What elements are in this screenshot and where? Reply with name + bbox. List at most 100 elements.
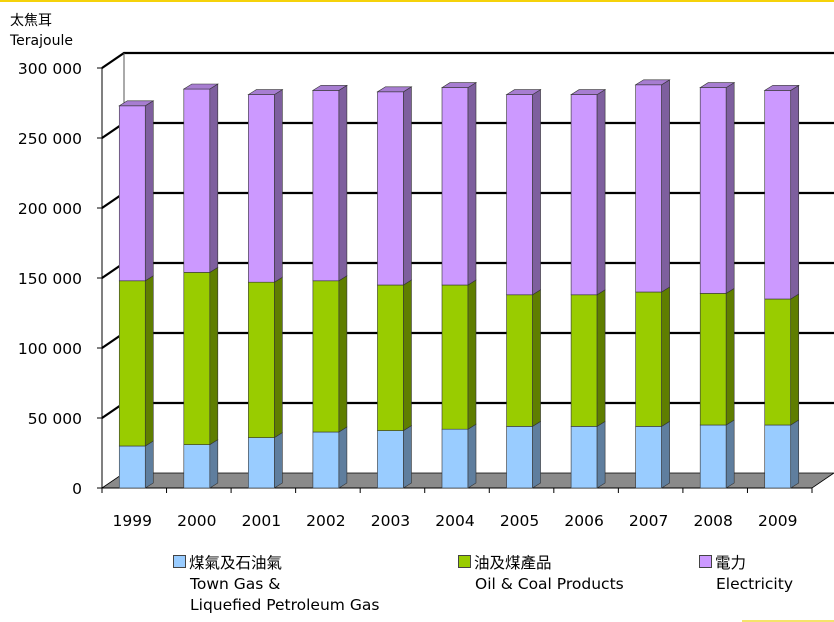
legend-label-en-line2: Liquefied Petroleum Gas [190, 596, 380, 614]
top-accent-line [0, 0, 834, 2]
bar-segment-side [661, 420, 670, 489]
bar-segment [248, 281, 275, 438]
bar-segment [118, 105, 146, 282]
x-tick-label: 2000 [177, 512, 216, 530]
bar-top [440, 82, 478, 88]
y-tick-label: 300 000 [18, 60, 82, 78]
bar-segment [506, 294, 533, 427]
x-tick-label: 1999 [113, 512, 152, 530]
bar-segment-side [661, 79, 670, 293]
bar-segment-side [144, 440, 154, 489]
bar-segment-side [209, 266, 219, 446]
bar-top [311, 85, 348, 91]
bar-segment [312, 431, 340, 489]
bar-segment [764, 424, 792, 489]
bar-segment-side [467, 82, 477, 286]
y-tick-label: 250 000 [18, 130, 82, 148]
x-tick-label: 2006 [564, 512, 603, 530]
bar-segment-side [467, 423, 477, 489]
legend-label-en-line1: Electricity [716, 575, 793, 593]
bar-segment [570, 426, 598, 489]
bar-segment [118, 445, 146, 489]
bar-segment [248, 437, 275, 489]
bar-segment [699, 424, 727, 489]
bar-segment-side [532, 289, 541, 427]
bar-segment [635, 291, 662, 427]
bar-segment-side [596, 420, 606, 489]
x-tick-label: 2005 [500, 512, 539, 530]
bar-segment [635, 426, 662, 489]
bar-segment-side [790, 419, 800, 489]
bar-top [570, 89, 607, 95]
legend-label-en-line1: Oil & Coal Products [475, 575, 624, 593]
x-tick-label: 2009 [758, 512, 797, 530]
bar-segment [312, 280, 340, 433]
bar-segment [377, 430, 404, 489]
bar-segment [183, 444, 211, 489]
bar-segment [377, 284, 404, 431]
y-tick-label: 0 [72, 480, 82, 498]
x-tick-label: 2007 [629, 512, 668, 530]
legend-label-zh: 煤氣及石油氣 [189, 554, 283, 572]
bar-segment [570, 94, 598, 296]
legend-swatch-town-gas [173, 555, 186, 568]
legend-label-en: Town Gas & Liquefied Petroleum Gas [173, 574, 379, 616]
legend-swatch-oil-coal [458, 555, 471, 568]
y-tick-label: 200 000 [18, 200, 82, 218]
bar-segment-side [725, 419, 735, 489]
bar-segment-side [725, 82, 735, 294]
bar-segment-side [467, 279, 477, 430]
bar-top [505, 89, 542, 95]
bar-segment [183, 88, 211, 273]
x-tick-label: 2002 [306, 512, 345, 530]
bar-top [699, 82, 736, 88]
legend-item-oil-coal: 油及煤產品 Oil & Coal Products [458, 553, 624, 595]
bar-segment [764, 298, 792, 426]
bar-top [247, 89, 284, 95]
bar-segment [441, 428, 469, 489]
legend-label-zh: 電力 [715, 554, 747, 572]
bar-segment-side [274, 89, 283, 283]
bar-segment [506, 94, 533, 296]
bar-segment [441, 87, 469, 286]
x-tick-label: 2008 [693, 512, 732, 530]
bar-top [763, 85, 800, 91]
bar-segment-side [532, 420, 541, 489]
legend-swatch-electricity [699, 555, 712, 568]
y-tick-label: 100 000 [18, 340, 82, 358]
bar-segment-side [338, 84, 348, 282]
bar-segment [183, 272, 211, 445]
bar-segment-side [403, 279, 412, 432]
bar-segment-side [790, 293, 800, 426]
legend-label-zh: 油及煤產品 [474, 554, 552, 572]
bar-top [118, 100, 155, 107]
y-unit-zh: 太焦耳 [10, 13, 52, 29]
bar-segment [506, 426, 533, 489]
bar-segment-side [532, 89, 541, 296]
legend-label-en: Oil & Coal Products [458, 574, 624, 595]
bar-segment [377, 91, 404, 286]
bar-segment-side [790, 84, 800, 300]
y-tick-label: 50 000 [28, 410, 82, 428]
legend-label-en-line1: Town Gas & [190, 575, 281, 593]
bar-segment [699, 293, 727, 426]
y-unit-en: Terajoule [10, 33, 73, 49]
bar-top [634, 79, 671, 86]
bar-segment [441, 284, 469, 430]
bar-segment-side [209, 83, 219, 273]
x-tick-label: 2003 [371, 512, 410, 530]
bar-segment-side [144, 100, 154, 282]
bar-segment-side [274, 276, 283, 439]
bar-segment-side [725, 287, 735, 426]
corner-accent [742, 620, 834, 622]
x-tick-label: 2001 [242, 512, 281, 530]
legend-item-electricity: 電力 Electricity [699, 553, 793, 595]
legend-label-en: Electricity [699, 574, 793, 595]
stacked-bar-chart: 0 50 000 100 000 150 000 200 000 250 000 300 0… [18, 51, 834, 530]
y-tick-label: 150 000 [18, 270, 82, 288]
bar-segment-side [209, 439, 219, 489]
bar-segment [570, 294, 598, 427]
bar-segment [699, 87, 727, 294]
bar-segment-side [274, 432, 283, 489]
bar-segment-side [403, 425, 412, 489]
